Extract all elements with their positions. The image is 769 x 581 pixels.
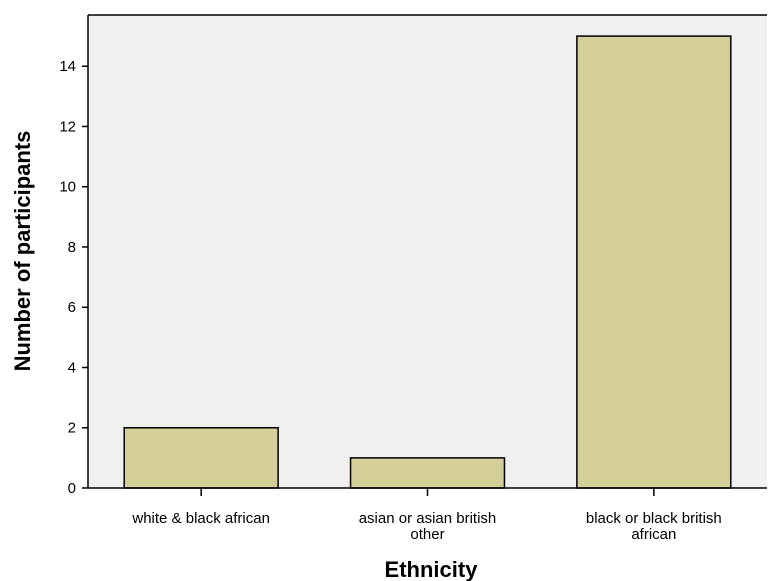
bar	[123, 426, 279, 489]
y-tick-label: 2	[68, 420, 76, 437]
y-ticks-group: 0 2 4 6 8 10 12 14	[59, 58, 88, 497]
x-ticks-group: white & black african asian or asian brit…	[131, 488, 722, 543]
y-tick-label: 6	[68, 299, 76, 316]
bars-group	[123, 35, 732, 489]
y-tick-label: 14	[59, 58, 76, 75]
x-tick-label: black or black british african	[586, 510, 722, 543]
bar	[349, 457, 506, 489]
x-axis-title: Ethnicity	[385, 557, 479, 581]
y-tick-label: 10	[59, 179, 76, 196]
y-axis-title: Number of participants	[10, 131, 35, 372]
y-tick-label: 0	[68, 480, 76, 497]
x-tick-label: asian or asian british other	[359, 510, 497, 543]
x-tick-label: white & black african	[131, 510, 270, 527]
y-tick-label: 12	[59, 118, 76, 135]
bar	[576, 35, 732, 489]
y-tick-label: 8	[68, 239, 76, 256]
y-tick-label: 4	[68, 359, 76, 376]
